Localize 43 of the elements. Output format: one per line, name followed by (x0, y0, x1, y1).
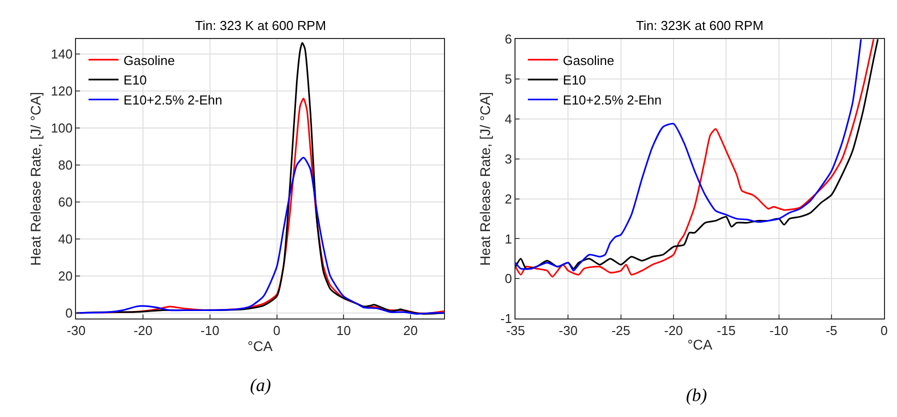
y-axis-title: Heat Release Rate, [J/ °CA] (27, 92, 44, 266)
chart-title: Tin: 323K at 600 RPM (636, 18, 764, 33)
y-tick-label: 100 (50, 120, 73, 136)
legend-label: E10+2.5% 2-Ehn (562, 92, 662, 108)
x-tick-label: -20 (664, 323, 683, 338)
legend-label: E10+2.5% 2-Ehn (124, 92, 222, 108)
line-series (76, 156, 444, 315)
x-tick-label: -15 (716, 323, 736, 338)
y-tick-label: 0 (65, 306, 73, 321)
legend-label: E10 (124, 72, 147, 88)
x-tick-label: 0 (273, 323, 280, 338)
y-tick-label: 120 (50, 84, 73, 99)
y-tick-label: 40 (58, 232, 73, 247)
y-tick-label: 5 (504, 72, 512, 87)
x-axis-title: °CA (248, 338, 274, 354)
y-tick-label: 140 (50, 46, 73, 62)
x-tick-label: -20 (134, 323, 152, 338)
text: (a) (250, 375, 271, 395)
x-tick-label: -10 (769, 323, 788, 338)
y-tick-label: 6 (504, 32, 512, 47)
x-tick-label: 0 (880, 323, 888, 338)
x-tick-label: -30 (558, 323, 578, 338)
y-tick-label: 20 (58, 268, 73, 284)
y-tick-label: 60 (58, 194, 73, 210)
legend-label: E10 (562, 72, 586, 88)
y-axis-title: Heat Release Rate, [J/ °CA] (476, 92, 493, 266)
y-tick-label: 80 (58, 158, 73, 173)
x-tick-label: -10 (200, 323, 220, 338)
legend-label: Gasoline (562, 52, 614, 68)
x-tick-label: 20 (403, 323, 418, 338)
chart-title: Tin: 323 K at 600 RPM (195, 18, 326, 33)
x-tick-label: -30 (66, 323, 86, 338)
y-tick-label: 3 (504, 151, 512, 166)
y-tick-label: 2 (504, 191, 512, 206)
x-axis-title: °CA (687, 336, 714, 352)
y-tick-label: 1 (504, 231, 512, 246)
x-tick-label: 10 (336, 323, 351, 338)
legend-label: Gasoline (124, 52, 175, 68)
text: (b) (686, 385, 707, 405)
x-tick-label: -5 (826, 323, 838, 338)
x-tick-label: -25 (611, 323, 630, 338)
y-tick-label: 4 (504, 112, 512, 127)
y-tick-label: 0 (504, 271, 512, 286)
